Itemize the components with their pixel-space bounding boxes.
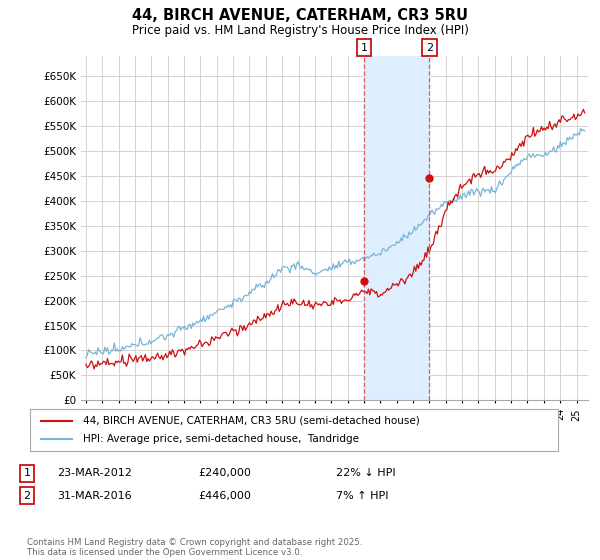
Text: 7% ↑ HPI: 7% ↑ HPI	[336, 491, 389, 501]
Text: 44, BIRCH AVENUE, CATERHAM, CR3 5RU (semi-detached house): 44, BIRCH AVENUE, CATERHAM, CR3 5RU (sem…	[83, 416, 419, 426]
Text: 2: 2	[426, 43, 433, 53]
Text: 1: 1	[23, 468, 31, 478]
Text: £240,000: £240,000	[198, 468, 251, 478]
Text: £446,000: £446,000	[198, 491, 251, 501]
Text: Contains HM Land Registry data © Crown copyright and database right 2025.
This d: Contains HM Land Registry data © Crown c…	[27, 538, 362, 557]
Text: 44, BIRCH AVENUE, CATERHAM, CR3 5RU: 44, BIRCH AVENUE, CATERHAM, CR3 5RU	[132, 8, 468, 24]
Text: 31-MAR-2016: 31-MAR-2016	[57, 491, 131, 501]
Text: HPI: Average price, semi-detached house,  Tandridge: HPI: Average price, semi-detached house,…	[83, 434, 359, 444]
Text: 22% ↓ HPI: 22% ↓ HPI	[336, 468, 395, 478]
Bar	[364, 56, 430, 400]
Text: 1: 1	[361, 43, 367, 53]
Text: 23-MAR-2012: 23-MAR-2012	[57, 468, 132, 478]
Text: Price paid vs. HM Land Registry's House Price Index (HPI): Price paid vs. HM Land Registry's House …	[131, 24, 469, 36]
Text: 2: 2	[23, 491, 31, 501]
